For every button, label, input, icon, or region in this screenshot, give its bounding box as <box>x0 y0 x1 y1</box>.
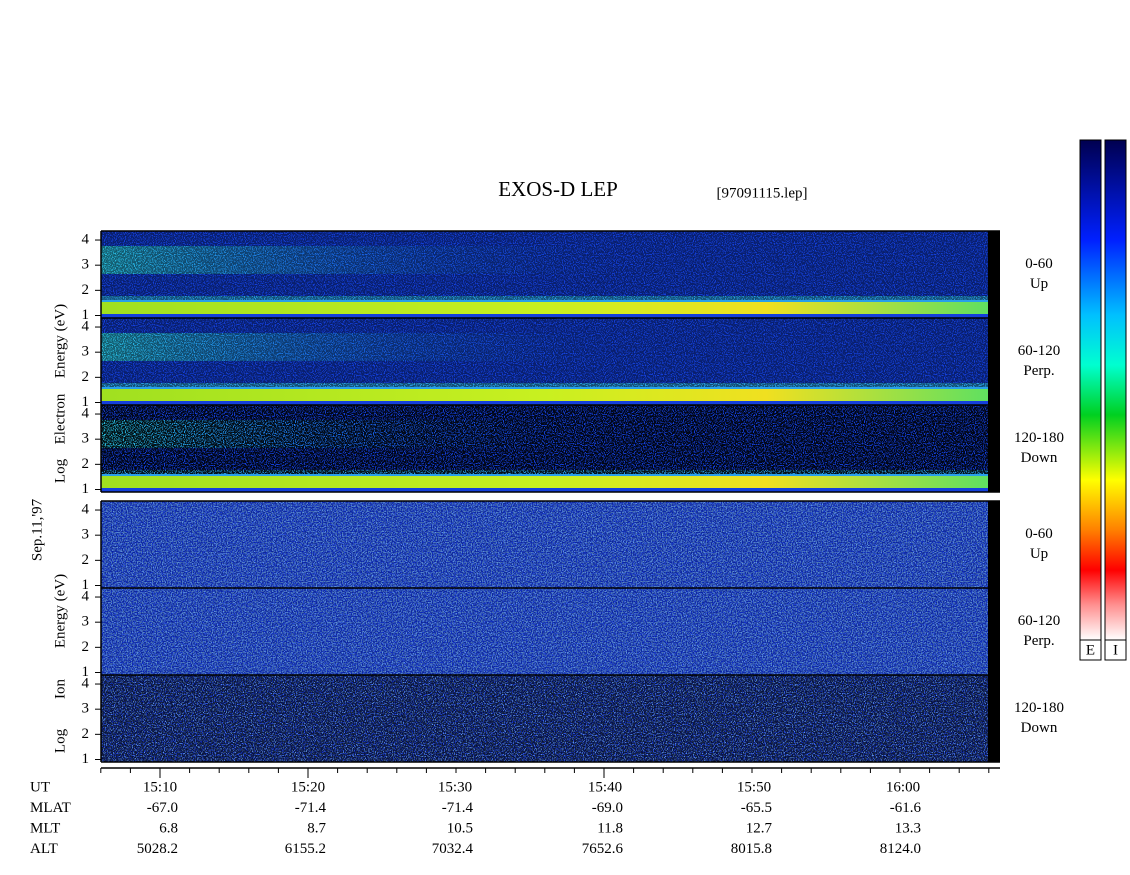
orbit-value: 6155.2 <box>285 841 326 857</box>
speckle <box>101 231 988 300</box>
pitch-direction: Up <box>1030 276 1048 292</box>
y-axis-label: Log <box>52 458 68 483</box>
orbit-value: 13.3 <box>895 820 921 836</box>
pitch-direction: Perp. <box>1023 633 1054 649</box>
pitch-range: 120-180 <box>1014 430 1064 446</box>
data-edge <box>988 318 1000 405</box>
flux-band <box>101 389 988 401</box>
orbit-value: -71.4 <box>442 800 474 816</box>
speckle <box>101 318 988 387</box>
file-name: [97091115.lep] <box>717 185 808 201</box>
orbit-value: 7032.4 <box>432 841 474 857</box>
data-edge <box>988 675 1000 762</box>
orbit-value: 8124.0 <box>880 841 921 857</box>
y-tick-label: 4 <box>82 588 90 604</box>
data-edge <box>988 588 1000 675</box>
pitch-direction: Up <box>1030 546 1048 562</box>
flux-band <box>101 302 988 314</box>
x-tick-label: 15:50 <box>737 779 771 795</box>
row-label: MLAT <box>30 800 71 816</box>
x-tick-label: 15:40 <box>588 779 622 795</box>
speckle <box>101 501 988 588</box>
speckle <box>101 588 988 675</box>
y-tick-label: 4 <box>82 231 90 247</box>
orbit-value: -65.5 <box>741 800 772 816</box>
orbit-value: 10.5 <box>447 820 473 836</box>
orbit-value: 8015.8 <box>731 841 772 857</box>
color-bar <box>1104 139 1127 641</box>
y-tick-label: 1 <box>82 577 90 593</box>
y-axis-label: Ion <box>52 679 68 699</box>
y-tick-label: 2 <box>82 456 90 472</box>
y-tick-label: 1 <box>82 481 90 497</box>
x-tick-label: 15:20 <box>291 779 325 795</box>
title: EXOS-D LEP <box>498 177 618 201</box>
color-bar-label: I <box>1113 642 1118 658</box>
orbit-value: 7652.6 <box>582 841 624 857</box>
orbit-value: 6.8 <box>159 820 178 836</box>
pitch-range: 120-180 <box>1014 700 1064 716</box>
pitch-direction: Down <box>1021 450 1058 466</box>
row-label: MLT <box>30 820 60 836</box>
y-tick-label: 4 <box>82 675 90 691</box>
data-edge <box>988 231 1000 318</box>
y-tick-label: 3 <box>82 431 90 447</box>
y-tick-label: 1 <box>82 394 90 410</box>
orbit-value: -61.6 <box>890 800 922 816</box>
y-tick-label: 2 <box>82 369 90 385</box>
x-tick-label: 15:10 <box>143 779 177 795</box>
pitch-range: 0-60 <box>1025 526 1053 542</box>
x-tick-label: 16:00 <box>886 779 920 795</box>
orbit-value: -67.0 <box>147 800 178 816</box>
y-tick-label: 3 <box>82 344 90 360</box>
y-tick-label: 3 <box>82 527 90 543</box>
orbit-value: 8.7 <box>307 820 326 836</box>
y-tick-label: 2 <box>82 639 90 655</box>
y-tick-label: 3 <box>82 701 90 717</box>
pitch-range: 60-120 <box>1018 343 1061 359</box>
pitch-direction: Perp. <box>1023 363 1054 379</box>
color-bar <box>1079 139 1102 641</box>
orbit-value: 12.7 <box>746 820 773 836</box>
y-axis-label: Log <box>52 728 68 753</box>
row-label: ALT <box>30 841 58 857</box>
orbit-value: 11.8 <box>597 820 623 836</box>
pitch-direction: Down <box>1021 720 1058 736</box>
x-tick-label: 15:30 <box>438 779 472 795</box>
data-edge <box>988 501 1000 588</box>
color-bar-label: E <box>1086 642 1095 658</box>
pitch-range: 0-60 <box>1025 256 1053 272</box>
row-label: UT <box>30 779 50 795</box>
speckle <box>101 405 988 474</box>
y-tick-label: 4 <box>82 501 90 517</box>
data-edge <box>988 405 1000 492</box>
y-tick-label: 1 <box>82 664 90 680</box>
orbit-value: 5028.2 <box>137 841 178 857</box>
date-label: Sep.11,'97 <box>29 498 45 561</box>
y-tick-label: 3 <box>82 257 90 273</box>
speckle <box>101 675 988 762</box>
flux-band <box>101 476 988 488</box>
y-axis-label: Energy (eV) <box>52 574 68 648</box>
y-tick-label: 1 <box>82 307 90 323</box>
color-bar-label-box <box>1104 639 1127 661</box>
y-tick-label: 2 <box>82 726 90 742</box>
y-tick-label: 4 <box>82 405 90 421</box>
y-axis-label: Energy (eV) <box>52 304 68 378</box>
orbit-value: -69.0 <box>592 800 623 816</box>
y-tick-label: 1 <box>82 751 90 767</box>
y-tick-label: 2 <box>82 282 90 298</box>
y-tick-label: 2 <box>82 552 90 568</box>
y-tick-label: 3 <box>82 614 90 630</box>
orbit-value: -71.4 <box>295 800 327 816</box>
y-tick-label: 4 <box>82 318 90 334</box>
y-axis-label: Electron <box>52 393 68 444</box>
pitch-range: 60-120 <box>1018 613 1061 629</box>
color-bar-label-box <box>1079 639 1102 661</box>
